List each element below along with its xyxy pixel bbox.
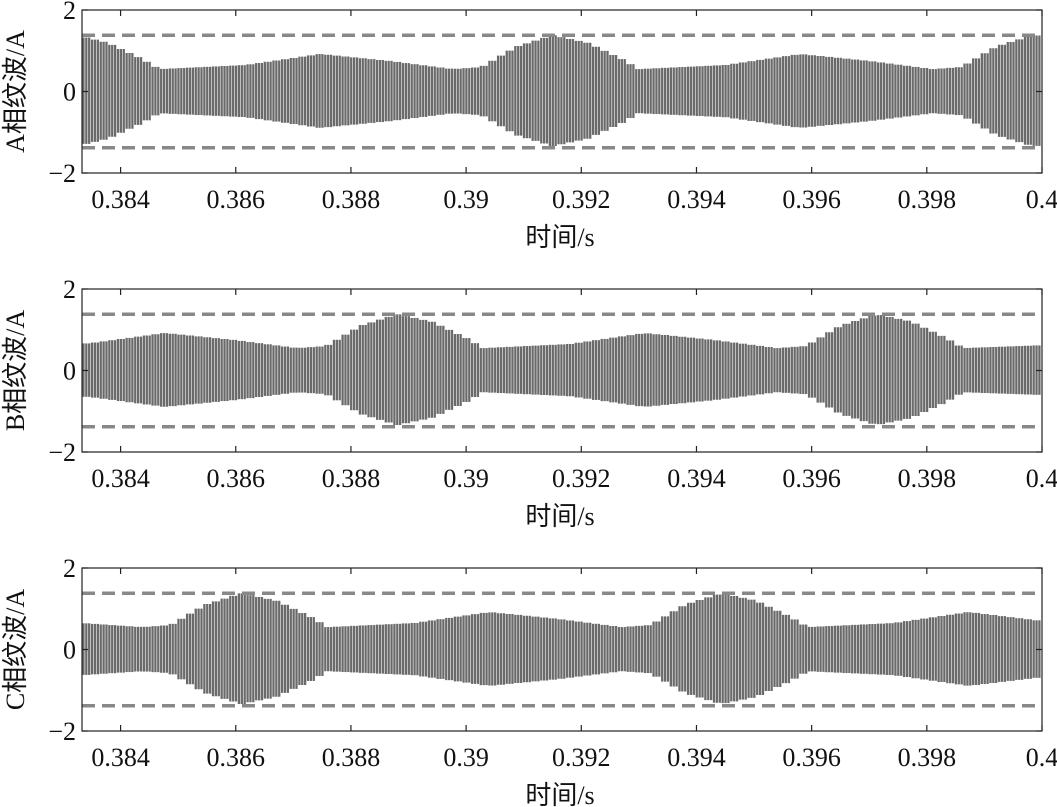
x-tick-label: 0.386	[207, 464, 266, 493]
subplot-b: 0.384 0.386 0.388 0.39 0.392 0.394 0.396 0.398 0…	[1, 275, 1057, 531]
x-tick-label: 0.394	[667, 464, 726, 493]
y-axis-label: B相纹波/A	[1, 310, 30, 432]
y-axis-label: C相纹波/A	[1, 589, 30, 711]
x-tick-label: 0.398	[898, 185, 957, 214]
subplot-c: 0.384 0.386 0.388 0.39 0.392 0.394 0.396 0.398 0…	[1, 554, 1057, 807]
x-tick-label: 0.4	[1026, 743, 1057, 772]
x-axis-label: 时间/s	[525, 502, 594, 531]
x-tick-label: 0.386	[207, 185, 266, 214]
x-tick-label: 0.394	[667, 743, 726, 772]
y-tick-label: −2	[48, 717, 76, 746]
y-tick-label: 0	[63, 636, 76, 665]
x-tick-label: 0.4	[1026, 464, 1057, 493]
x-tick-label: 0.384	[91, 743, 150, 772]
x-tick-label: 0.39	[443, 743, 489, 772]
x-tick-label: 0.396	[782, 743, 841, 772]
y-tick-label: −2	[48, 159, 76, 188]
y-tick-label: 0	[63, 357, 76, 386]
x-tick-label: 0.39	[443, 464, 489, 493]
x-tick-label: 0.388	[322, 185, 381, 214]
x-tick-label: 0.4	[1026, 185, 1057, 214]
ripple-series	[82, 314, 1041, 425]
ripple-series	[82, 593, 1041, 704]
ripple-series	[82, 35, 1041, 146]
y-tick-label: −2	[48, 438, 76, 467]
x-tick-label: 0.39	[443, 185, 489, 214]
x-tick-label: 0.396	[782, 185, 841, 214]
x-tick-label: 0.398	[898, 743, 957, 772]
x-axis-label: 时间/s	[525, 781, 594, 807]
y-tick-label: 0	[63, 78, 76, 107]
x-tick-label: 0.394	[667, 185, 726, 214]
y-tick-label: 2	[63, 0, 76, 25]
x-tick-label: 0.396	[782, 464, 841, 493]
y-axis-label: A相纹波/A	[1, 30, 30, 153]
x-tick-label: 0.392	[552, 743, 611, 772]
x-axis-label: 时间/s	[525, 223, 594, 252]
x-tick-label: 0.384	[91, 185, 150, 214]
y-tick-label: 2	[63, 275, 76, 304]
x-tick-label: 0.388	[322, 743, 381, 772]
x-tick-label: 0.386	[207, 743, 266, 772]
x-tick-label: 0.388	[322, 464, 381, 493]
x-tick-label: 0.392	[552, 185, 611, 214]
x-tick-label: 0.392	[552, 464, 611, 493]
x-tick-label: 0.384	[91, 464, 150, 493]
x-tick-label: 0.398	[898, 464, 957, 493]
subplot-a: 0.384 0.386 0.388 0.39 0.392 0.394 0.396 0.398 0…	[1, 0, 1057, 252]
y-tick-label: 2	[63, 554, 76, 583]
